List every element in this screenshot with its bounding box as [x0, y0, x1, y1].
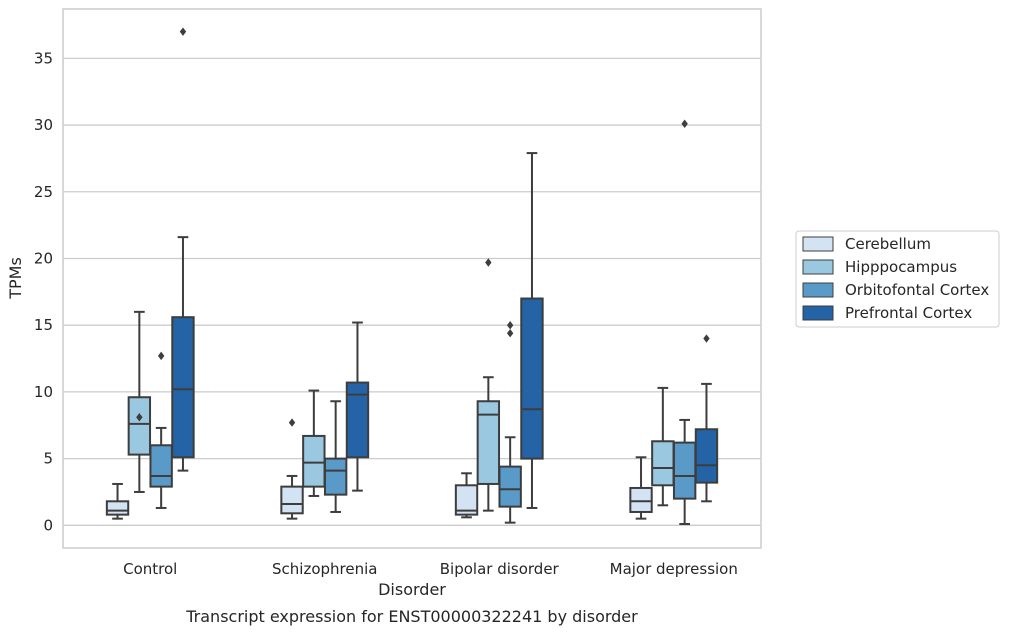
box — [672, 119, 697, 525]
x-tick-label: Control — [123, 560, 177, 578]
box-body — [280, 485, 304, 515]
box-body — [345, 381, 370, 459]
legend-swatch — [802, 236, 834, 252]
box-body — [476, 400, 501, 485]
box-body — [694, 428, 719, 484]
box-body — [171, 316, 195, 459]
box-body — [520, 297, 544, 460]
box-body — [105, 500, 130, 516]
box — [127, 310, 152, 493]
series-cerebellum — [105, 418, 653, 520]
box — [694, 334, 719, 503]
x-tick-label: Schizophrenia — [272, 560, 377, 578]
y-tick-label: 15 — [34, 316, 53, 334]
box-body — [672, 441, 697, 500]
chart-caption: Transcript expression for ENST0000032224… — [185, 607, 638, 626]
box — [454, 472, 479, 519]
outlier-point — [157, 351, 165, 361]
box — [629, 456, 653, 520]
y-tick-label: 30 — [34, 116, 53, 134]
x-axis-label: Disorder — [378, 580, 446, 599]
plot-area-frame — [62, 8, 762, 549]
outlier-point — [485, 258, 492, 267]
y-tick-label: 0 — [43, 516, 53, 534]
legend: Cerebellum Hipppocampus Orbitofontal Corte… — [795, 230, 1000, 328]
x-tick-label: Bipolar disorder — [440, 560, 560, 578]
y-axis-ticks: 0 5 10 15 20 25 30 35 — [34, 49, 53, 534]
box-body — [629, 486, 653, 513]
box-body — [127, 396, 152, 456]
y-axis-label: TPMs — [6, 257, 25, 300]
outlier-point — [506, 329, 514, 338]
box-body — [323, 457, 348, 496]
outlier-point — [703, 334, 710, 343]
box — [105, 482, 130, 520]
legend-swatch — [802, 305, 834, 321]
x-tick-label: Major depression — [610, 560, 738, 578]
outlier-point — [179, 27, 187, 36]
y-tick-label: 25 — [34, 183, 53, 201]
box — [476, 258, 501, 512]
legend-label: Cerebellum — [845, 235, 931, 253]
series-hipppocampus — [127, 258, 675, 512]
series-prefrontal-cortex — [171, 27, 719, 509]
legend-frame — [795, 230, 1000, 328]
box — [149, 351, 173, 509]
box — [345, 321, 370, 492]
legend-label: Hipppocampus — [845, 258, 957, 276]
legend-swatch — [802, 259, 834, 275]
box-plot-series — [105, 27, 719, 525]
legend-label: Prefrontal Cortex — [845, 304, 972, 322]
box — [302, 389, 326, 497]
box-body — [149, 444, 173, 488]
legend-swatch — [802, 282, 834, 298]
box-body — [454, 484, 479, 516]
box-body — [651, 440, 675, 487]
y-tick-label: 35 — [34, 49, 53, 67]
outlier-point — [681, 119, 688, 128]
legend-label: Orbitofontal Cortex — [845, 281, 989, 299]
box — [520, 152, 544, 509]
x-axis-ticks: Control Schizophrenia Bipolar disorder Majo… — [123, 560, 738, 578]
box-body — [302, 434, 326, 488]
box — [323, 400, 348, 513]
y-tick-label: 20 — [34, 249, 53, 267]
box — [651, 386, 675, 507]
box — [280, 418, 304, 520]
outlier-point — [136, 413, 143, 422]
outlier-point — [506, 320, 514, 330]
outlier-point — [288, 418, 296, 427]
series-orbitofontal-cortex — [149, 119, 697, 525]
y-tick-label: 10 — [34, 383, 53, 401]
box — [171, 27, 195, 472]
box-body — [498, 465, 522, 508]
y-tick-label: 5 — [43, 450, 53, 468]
box — [498, 320, 522, 524]
